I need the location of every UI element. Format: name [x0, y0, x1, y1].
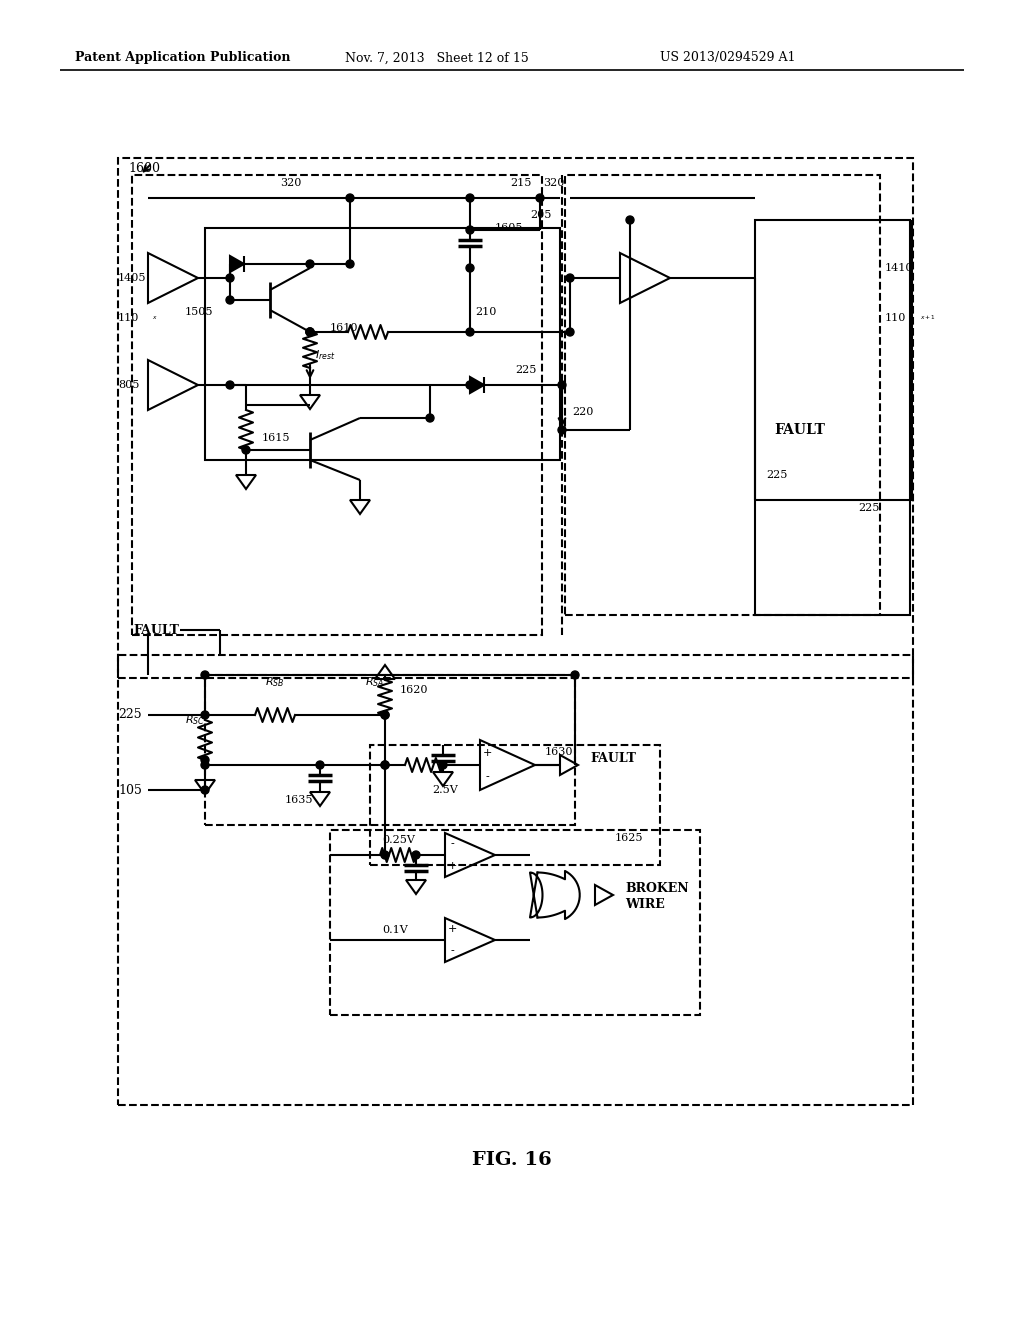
Text: 1615: 1615: [262, 433, 291, 444]
Bar: [330, 830, 700, 1015]
Circle shape: [226, 296, 234, 304]
Text: 1605: 1605: [495, 223, 523, 234]
Polygon shape: [230, 256, 244, 272]
Text: 225: 225: [858, 503, 880, 513]
Circle shape: [571, 671, 579, 678]
Circle shape: [426, 414, 434, 422]
Text: 215: 215: [510, 178, 531, 187]
Polygon shape: [470, 378, 484, 393]
Circle shape: [412, 851, 420, 859]
Bar: [118, 158, 913, 678]
Bar: [205, 675, 575, 825]
Text: $_x$: $_x$: [152, 314, 158, 322]
Text: 1635: 1635: [285, 795, 313, 805]
Text: 0.25V: 0.25V: [382, 836, 415, 845]
Circle shape: [201, 762, 209, 770]
Circle shape: [558, 381, 566, 389]
Text: +: +: [447, 924, 457, 935]
Text: Patent Application Publication: Patent Application Publication: [75, 51, 291, 65]
Text: $_{x+1}$: $_{x+1}$: [920, 314, 936, 322]
Circle shape: [316, 762, 324, 770]
Circle shape: [381, 762, 389, 770]
Text: 210: 210: [475, 308, 497, 317]
Text: WIRE: WIRE: [625, 898, 665, 911]
Text: 105: 105: [118, 784, 142, 796]
Circle shape: [381, 711, 389, 719]
Text: +: +: [447, 861, 457, 871]
Circle shape: [306, 260, 314, 268]
Text: 1625: 1625: [615, 833, 643, 843]
Circle shape: [306, 327, 314, 337]
Text: -: -: [485, 772, 488, 781]
Circle shape: [201, 756, 209, 764]
Text: -: -: [451, 946, 454, 956]
Text: FAULT: FAULT: [133, 623, 179, 636]
Circle shape: [466, 226, 474, 234]
Text: 1610: 1610: [330, 323, 358, 333]
Text: $I_{rest}$: $I_{rest}$: [315, 348, 336, 362]
Circle shape: [346, 194, 354, 202]
Text: US 2013/0294529 A1: US 2013/0294529 A1: [660, 51, 796, 65]
Circle shape: [226, 275, 234, 282]
Bar: [132, 176, 542, 635]
Text: 220: 220: [572, 407, 593, 417]
Text: $R_{SC}$: $R_{SC}$: [185, 713, 205, 727]
Circle shape: [201, 785, 209, 795]
Text: 110: 110: [118, 313, 139, 323]
Text: 1410: 1410: [885, 263, 913, 273]
Text: -: -: [451, 840, 454, 849]
Bar: [755, 220, 910, 615]
Circle shape: [226, 381, 234, 389]
Text: 1505: 1505: [185, 308, 213, 317]
Text: $R_{SA}$: $R_{SA}$: [365, 675, 384, 689]
Text: FIG. 16: FIG. 16: [472, 1151, 552, 1170]
Text: 110: 110: [885, 313, 906, 323]
Text: 320: 320: [543, 178, 564, 187]
Circle shape: [466, 194, 474, 202]
Text: 1600: 1600: [128, 161, 160, 174]
Text: 1630: 1630: [545, 747, 573, 756]
Text: 1620: 1620: [400, 685, 428, 696]
Bar: [118, 655, 913, 1105]
Bar: [205, 228, 560, 459]
Text: 225: 225: [766, 470, 787, 480]
Text: 225: 225: [118, 709, 141, 722]
Text: 2.5V: 2.5V: [432, 785, 458, 795]
Circle shape: [201, 711, 209, 719]
Text: 225: 225: [515, 366, 537, 375]
Circle shape: [201, 671, 209, 678]
Text: +: +: [482, 748, 492, 758]
Circle shape: [306, 327, 314, 337]
Circle shape: [242, 446, 250, 454]
Text: FAULT: FAULT: [774, 422, 825, 437]
Bar: [370, 744, 660, 865]
Text: FAULT: FAULT: [590, 751, 636, 764]
Circle shape: [439, 762, 447, 770]
Text: 0.1V: 0.1V: [382, 925, 408, 935]
Text: $R_{SB}$: $R_{SB}$: [265, 675, 285, 689]
Circle shape: [536, 194, 544, 202]
Text: 805: 805: [118, 380, 139, 389]
Circle shape: [381, 851, 389, 859]
Text: 1405: 1405: [118, 273, 146, 282]
Text: 320: 320: [280, 178, 301, 187]
Circle shape: [466, 264, 474, 272]
Bar: [565, 176, 880, 615]
Text: 205: 205: [530, 210, 551, 220]
Circle shape: [346, 260, 354, 268]
Circle shape: [558, 426, 566, 434]
Text: BROKEN: BROKEN: [625, 882, 688, 895]
Circle shape: [381, 711, 389, 719]
Circle shape: [566, 275, 574, 282]
Circle shape: [466, 327, 474, 337]
Circle shape: [466, 381, 474, 389]
Text: Nov. 7, 2013   Sheet 12 of 15: Nov. 7, 2013 Sheet 12 of 15: [345, 51, 528, 65]
Circle shape: [626, 216, 634, 224]
Circle shape: [566, 327, 574, 337]
Circle shape: [306, 327, 314, 337]
Circle shape: [381, 762, 389, 770]
